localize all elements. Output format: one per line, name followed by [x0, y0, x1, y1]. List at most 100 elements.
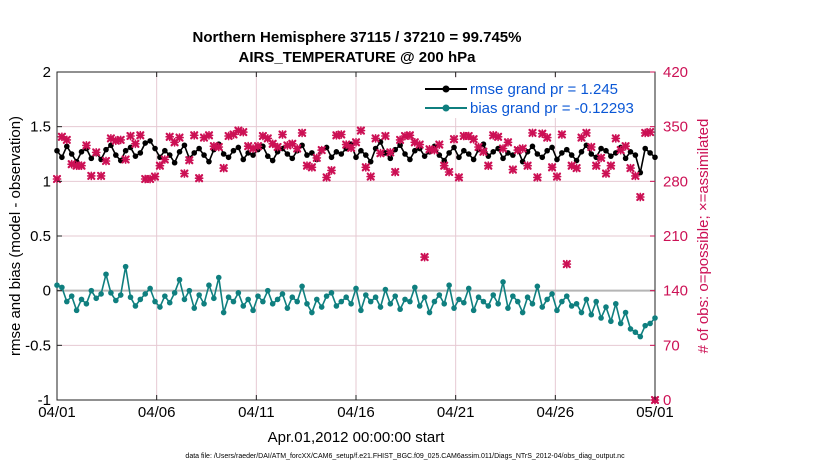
obs-assimilated-marker: [533, 172, 542, 182]
bias-point: [338, 298, 345, 305]
bias-point: [353, 285, 359, 292]
bias-point: [294, 298, 300, 305]
bias-point: [568, 303, 575, 309]
bias-point: [510, 293, 516, 299]
obs-assimilated-marker: [542, 133, 552, 143]
bias-point: [578, 309, 585, 316]
y-axis-right-title: # of obs: o=possible; ×=assimilated: [695, 119, 712, 354]
obs-assimilated-marker: [219, 163, 229, 173]
obs-assimilated-marker: [366, 172, 376, 182]
bias-point: [382, 286, 389, 293]
rmse-point: [402, 151, 408, 157]
bias-point: [206, 282, 212, 289]
bias-point: [392, 293, 399, 299]
bias-point: [201, 300, 207, 307]
bias-point: [426, 309, 433, 316]
rmse-point: [264, 153, 271, 159]
bias-point: [372, 294, 379, 301]
obs-assimilated-marker: [82, 140, 91, 150]
obs-assimilated-marker: [434, 140, 444, 150]
rmse-point: [529, 143, 536, 150]
obs-assimilated-marker: [155, 161, 165, 171]
x-tick-label: 04/01: [38, 404, 76, 421]
bias-point: [333, 303, 340, 309]
bias-point: [289, 294, 296, 301]
y-tick-label-right: 280: [663, 173, 688, 190]
rmse-point: [627, 149, 634, 155]
x-tick-label: 04/11: [238, 404, 274, 421]
rmse-point: [269, 157, 276, 164]
bias-point: [402, 296, 408, 303]
obs-assimilated-marker: [635, 192, 645, 202]
obs-assimilated-marker: [601, 169, 611, 178]
rmse-point: [88, 155, 95, 162]
obs-assimilated-marker: [626, 163, 635, 173]
bias-point: [73, 307, 80, 314]
bias-point: [59, 284, 65, 291]
obs-assimilated-marker: [361, 162, 371, 172]
rmse-point: [622, 155, 629, 162]
bias-point: [534, 283, 541, 290]
rmse-point: [632, 152, 639, 158]
obs-assimilated-marker: [175, 133, 184, 143]
obs-assimilated-marker: [101, 156, 111, 166]
obs-assimilated-marker: [336, 130, 346, 139]
obs-assimilated-marker: [621, 141, 630, 151]
bias-point: [98, 291, 104, 297]
rmse-point: [407, 156, 413, 163]
rmse-point: [206, 158, 212, 165]
bias-point: [519, 309, 526, 316]
y-tick-label-left: 1: [43, 173, 51, 190]
bias-point: [495, 300, 501, 307]
y-tick-label-left: 1.5: [30, 119, 51, 136]
rmse-point: [147, 138, 153, 144]
bias-point: [475, 294, 482, 301]
obs-assimilated-marker: [415, 140, 425, 150]
rmse-point: [392, 146, 399, 153]
obs-assimilated-marker: [317, 145, 327, 155]
obs-assimilated-marker: [135, 130, 145, 140]
legend-bias-marker: [442, 104, 450, 112]
bias-point: [250, 307, 256, 314]
obs-assimilated-marker: [351, 137, 361, 147]
bias-point: [225, 294, 232, 301]
rmse-point: [113, 152, 119, 158]
obs-assimilated-marker: [439, 161, 449, 171]
bias-point: [313, 296, 320, 303]
bias-point: [127, 294, 134, 301]
rmse-point: [220, 151, 227, 157]
bias-point: [436, 292, 443, 298]
bias-point: [245, 296, 251, 303]
obs-assimilated-marker: [371, 133, 381, 143]
bias-point: [544, 296, 550, 303]
bias-point: [122, 263, 129, 270]
obs-assimilated-marker: [611, 133, 621, 143]
chart-subtitle: AIRS_TEMPERATURE @ 200 hPa: [239, 49, 477, 66]
rmse-point: [353, 154, 359, 161]
bias-point: [176, 276, 183, 283]
obs-assimilated-marker: [420, 252, 430, 262]
obs-assimilated-marker: [385, 147, 395, 157]
bias-point: [416, 303, 423, 309]
rmse-point: [544, 147, 550, 154]
bias-point: [132, 303, 139, 309]
bias-point: [441, 300, 448, 307]
bias-point: [103, 271, 109, 278]
obs-assimilated-marker: [523, 161, 532, 171]
rmse-point: [637, 169, 644, 176]
bias-point: [328, 290, 335, 296]
rmse-point: [201, 152, 207, 158]
obs-assimilated-marker: [86, 171, 96, 181]
bias-point: [588, 311, 595, 318]
rmse-point: [338, 151, 345, 157]
rmse-point: [289, 155, 296, 162]
bias-point: [612, 300, 619, 307]
rmse-point: [176, 149, 183, 155]
rmse-point: [367, 158, 374, 165]
obs-assimilated-marker: [405, 130, 415, 140]
obs-assimilated-marker: [204, 130, 214, 140]
obs-assimilated-marker: [493, 132, 503, 142]
bias-point: [230, 298, 237, 305]
obs-assimilated-marker: [238, 127, 248, 137]
rmse-point: [647, 150, 653, 156]
